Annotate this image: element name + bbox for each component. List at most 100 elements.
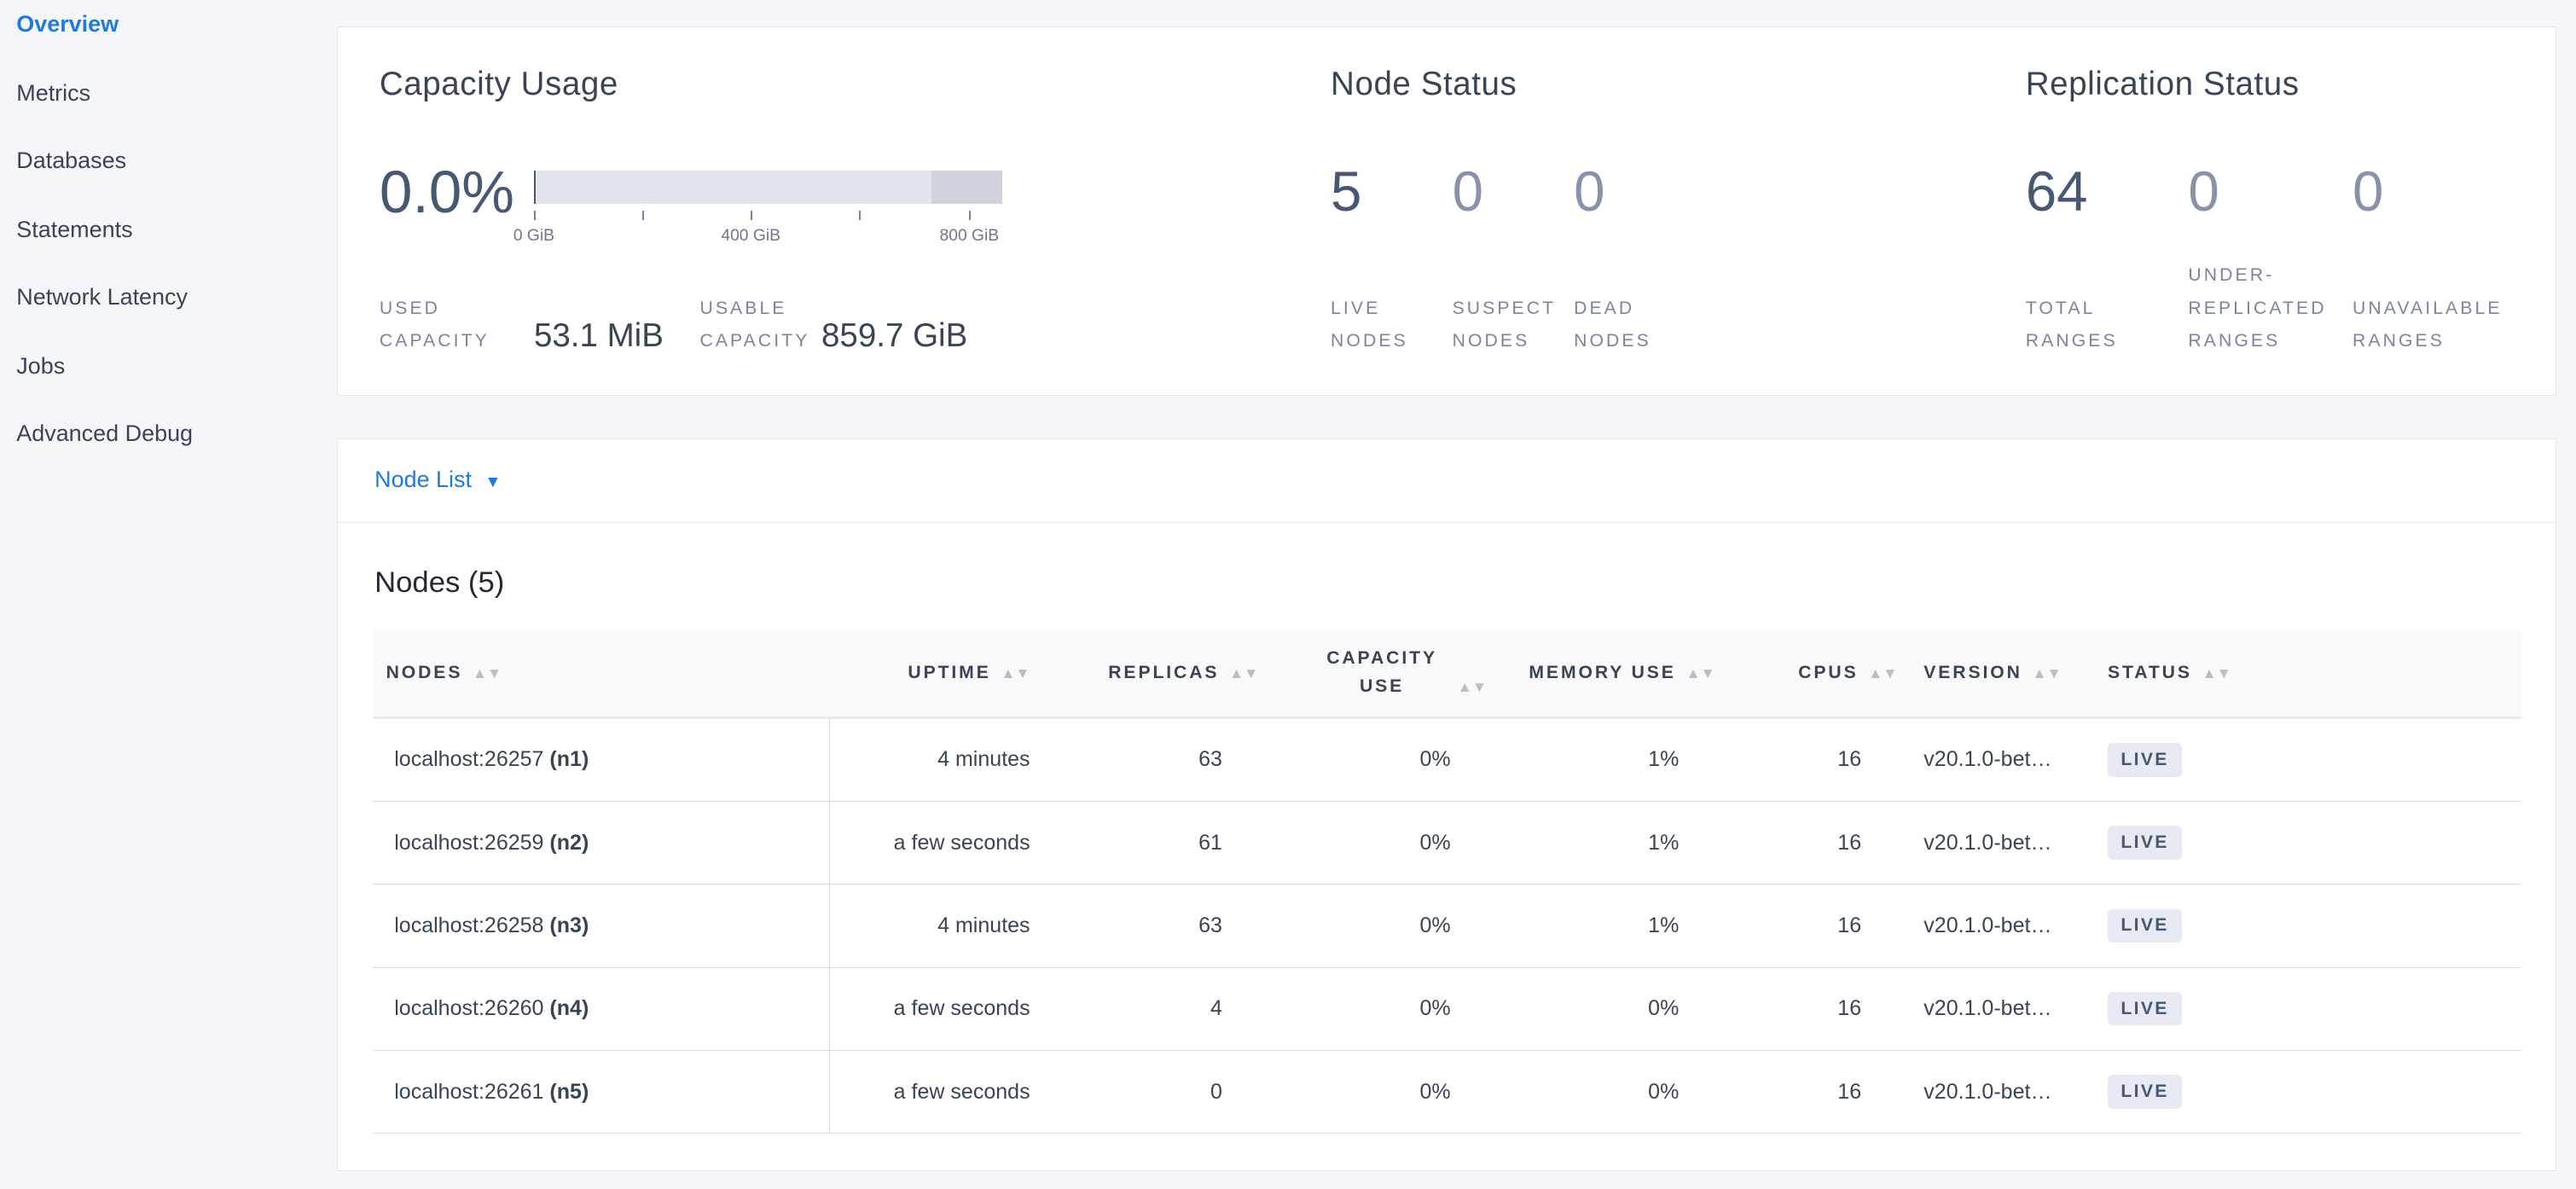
summary-card xyxy=(336,26,2556,397)
tick xyxy=(751,210,753,221)
cpus-cell: 16 xyxy=(1728,1050,1911,1134)
status-badge: LIVE xyxy=(2107,826,2183,860)
node-cell[interactable]: localhost:26259 (n2) xyxy=(373,801,831,885)
used-capacity-label: USED CAPACITY xyxy=(379,298,490,351)
memory-cell: 0% xyxy=(1500,1050,1729,1134)
node-cell[interactable]: localhost:26258 (n3) xyxy=(373,884,831,968)
under-replicated-value: 0 xyxy=(2188,160,2219,223)
capacity-bar xyxy=(533,171,1002,204)
status-badge: LIVE xyxy=(2107,743,2183,777)
tick xyxy=(859,210,862,221)
caret-down-icon: ▼ xyxy=(484,473,502,491)
tick-label: 400 GiB xyxy=(721,226,780,245)
sidebar-item-statements[interactable]: Statements xyxy=(16,217,133,243)
sidebar-item-overview[interactable]: Overview xyxy=(16,11,119,38)
col-replicas[interactable]: REPLICAS ▲▼ xyxy=(1042,629,1272,719)
status-cell: LIVE xyxy=(2094,967,2522,1051)
tick xyxy=(969,210,972,221)
version-cell: v20.1.0-bet… xyxy=(1910,1050,2095,1134)
sidebar-item-metrics[interactable]: Metrics xyxy=(16,80,91,107)
capacity-cell: 0% xyxy=(1271,884,1500,968)
status-badge: LIVE xyxy=(2107,992,2183,1026)
status-badge: LIVE xyxy=(2107,908,2183,943)
sort-icon: ▲▼ xyxy=(1228,664,1259,682)
total-ranges-value: 64 xyxy=(2025,160,2088,223)
sort-icon: ▲▼ xyxy=(1457,677,1487,695)
replicas-cell: 63 xyxy=(1042,717,1272,803)
col-nodes[interactable]: NODES ▲▼ xyxy=(373,629,830,719)
capacity-bar-fill xyxy=(533,171,536,204)
sort-icon: ▲▼ xyxy=(1001,664,1030,682)
status-cell: LIVE xyxy=(2094,801,2522,885)
col-uptime[interactable]: UPTIME ▲▼ xyxy=(829,629,1043,719)
memory-cell: 1% xyxy=(1500,717,1729,803)
cpus-cell: 16 xyxy=(1728,967,1911,1051)
tick xyxy=(533,210,536,221)
nodes-table: NODES ▲▼ UPTIME ▲▼ REPLICAS ▲▼ CAPACITY USE… xyxy=(373,629,2522,1134)
col-status[interactable]: STATUS ▲▼ xyxy=(2094,629,2522,719)
sidebar-item-jobs[interactable]: Jobs xyxy=(16,353,66,380)
node-cell[interactable]: localhost:26261 (n5) xyxy=(373,1050,831,1134)
uptime-cell: a few seconds xyxy=(829,801,1043,885)
col-capacity-use[interactable]: CAPACITY USE ▲▼ xyxy=(1271,629,1500,719)
capacity-bar-reserved xyxy=(931,171,1002,204)
table-row: localhost:26261 (n5) a few seconds 0 0% … xyxy=(373,1050,2522,1134)
memory-cell: 1% xyxy=(1500,801,1729,885)
capacity-cell: 0% xyxy=(1271,717,1500,803)
col-cpus[interactable]: CPUS ▲▼ xyxy=(1728,629,1911,719)
capacity-cell: 0% xyxy=(1271,801,1500,885)
col-version[interactable]: VERSION ▲▼ xyxy=(1910,629,2095,719)
sort-icon: ▲▼ xyxy=(472,664,502,682)
tick xyxy=(642,210,644,221)
status-cell: LIVE xyxy=(2094,717,2522,803)
table-row: localhost:26257 (n1) 4 minutes 63 0% 1% … xyxy=(373,717,2522,803)
dead-nodes-label: DEAD NODES xyxy=(1574,298,1651,351)
uptime-cell: a few seconds xyxy=(829,967,1043,1051)
sidebar-item-databases[interactable]: Databases xyxy=(16,148,127,174)
sort-icon: ▲▼ xyxy=(2202,664,2231,682)
suspect-nodes-label: SUSPECT NODES xyxy=(1452,298,1557,351)
version-cell: v20.1.0-bet… xyxy=(1910,884,2095,968)
unavailable-value: 0 xyxy=(2353,160,2384,223)
live-nodes-value: 5 xyxy=(1331,160,1362,223)
tick-label: 800 GiB xyxy=(939,226,1000,245)
under-replicated-label: UNDER- REPLICATED RANGES xyxy=(2188,265,2327,351)
col-memory-use[interactable]: MEMORY USE ▲▼ xyxy=(1500,629,1729,719)
tick-label: 0 GiB xyxy=(513,226,555,245)
version-cell: v20.1.0-bet… xyxy=(1910,801,2095,885)
cpus-cell: 16 xyxy=(1728,884,1911,968)
cpus-cell: 16 xyxy=(1728,801,1911,885)
version-cell: v20.1.0-bet… xyxy=(1910,967,2095,1051)
unavailable-label: UNAVAILABLE RANGES xyxy=(2353,298,2503,351)
node-list-header xyxy=(336,438,2556,523)
live-nodes-label: LIVE NODES xyxy=(1331,298,1408,351)
total-ranges-label: TOTAL RANGES xyxy=(2025,298,2118,351)
usable-capacity-value: 859.7 GiB xyxy=(821,316,968,354)
cpus-cell: 16 xyxy=(1728,717,1911,803)
dead-nodes-value: 0 xyxy=(1574,160,1605,223)
table-row: localhost:26258 (n3) 4 minutes 63 0% 1% … xyxy=(373,884,2522,968)
replication-title: Replication Status xyxy=(2025,66,2300,103)
uptime-cell: 4 minutes xyxy=(829,717,1043,803)
sidebar-item-advanced-debug[interactable]: Advanced Debug xyxy=(16,420,194,447)
capacity-cell: 0% xyxy=(1271,967,1500,1051)
uptime-cell: a few seconds xyxy=(829,1050,1043,1134)
sort-icon: ▲▼ xyxy=(1868,664,1898,682)
node-status-title: Node Status xyxy=(1331,66,1517,103)
node-cell[interactable]: localhost:26257 (n1) xyxy=(373,717,831,803)
used-capacity-value: 53.1 MiB xyxy=(533,316,664,354)
status-cell: LIVE xyxy=(2094,884,2522,968)
memory-cell: 0% xyxy=(1500,967,1729,1051)
table-row: localhost:26259 (n2) a few seconds 61 0%… xyxy=(373,801,2522,885)
replicas-cell: 4 xyxy=(1042,967,1272,1051)
capacity-title: Capacity Usage xyxy=(379,66,618,103)
node-cell[interactable]: localhost:26260 (n4) xyxy=(373,967,831,1051)
capacity-percent: 0.0% xyxy=(379,158,514,225)
usable-capacity-label: USABLE CAPACITY xyxy=(699,298,810,351)
node-list-dropdown[interactable]: Node List ▼ xyxy=(374,466,502,492)
status-badge: LIVE xyxy=(2107,1075,2183,1109)
nodes-heading: Nodes (5) xyxy=(374,566,505,600)
memory-cell: 1% xyxy=(1500,884,1729,968)
sidebar-item-network-latency[interactable]: Network Latency xyxy=(16,284,188,310)
suspect-nodes-value: 0 xyxy=(1452,160,1483,223)
